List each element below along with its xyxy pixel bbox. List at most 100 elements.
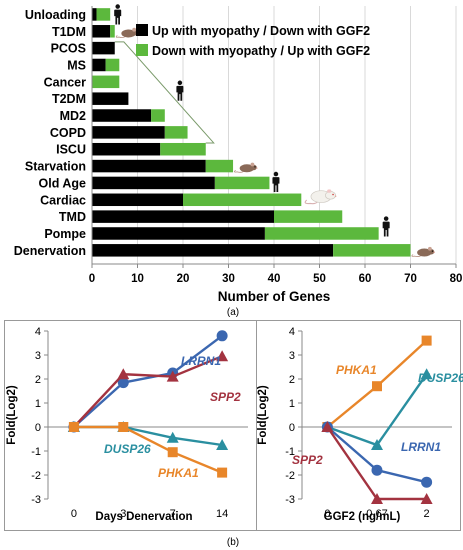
bar-pompe-down [264,227,379,240]
series-line-spp2 [326,426,427,501]
panel-label-b: (b) [227,537,239,548]
data-point-dusp26 [216,439,229,450]
bar-old-age-up [92,176,215,190]
left-y-axis-title: Fold(Log2) [6,385,18,445]
category-label-tmd: TMD [59,210,86,224]
category-label-md2: MD2 [60,109,86,123]
y-tick-label: -1 [285,446,295,458]
bar-md2-down [151,109,165,122]
category-label-iscu: ISCU [56,143,86,157]
y-tick-label: 3 [35,350,41,362]
x-tick-label: 3 [120,508,126,520]
bar-unloading-up [92,8,97,21]
data-point-spp2 [117,368,130,380]
series-label-spp2-right: SPP2 [292,453,323,467]
mouse-icon [234,162,258,173]
x-tick-label: 50 [313,273,326,285]
bar-copd-down [164,126,188,139]
category-label-t1dm: T1DM [52,25,86,39]
mouse-icon [115,27,140,38]
bar-iscu-down [160,142,206,156]
bar-tmd-down [274,210,343,223]
bar-pcos-up [92,41,115,55]
x-tick-label: 0 [71,508,77,520]
bar-t1dm-down [110,25,115,38]
bar-t1dm-up [92,25,111,38]
series-labels-right: PHKA1 DUSP26 LRRN1 SPP2 [292,363,463,467]
bar-cardiac-down [183,193,302,207]
bar-tmd-up [92,210,274,223]
bar-md2-up [92,109,152,122]
y-tick-label: 2 [35,374,41,386]
x-tick-label: 20 [177,273,190,285]
x-tick-label: 0 [324,508,330,520]
y-tick-label: -2 [31,470,41,482]
series-label-phka1-left: PHKA1 [158,466,199,480]
x-tick-label: 0.67 [366,508,387,520]
bar-denervation-down [333,244,411,257]
category-label-denervation: Denervation [14,244,86,258]
data-point-phka1 [167,447,178,458]
left-x-axis-title: Days Denervation [95,511,192,523]
series-label-spp2-left: SPP2 [210,390,241,404]
x-tick-label: 60 [359,273,372,285]
bar-iscu-up [92,142,161,156]
legend-swatch-up [136,24,148,36]
data-point-spp2 [166,370,179,382]
data-point-lrrn1 [371,464,383,476]
annotation-connector-line [114,41,215,144]
series-labels-left: LRRN1 SPP2 DUSP26 PHKA1 [104,354,241,480]
x-axis-title: Number of Genes [218,289,331,304]
bar-pompe-up [92,227,265,240]
x-tick-label: 30 [222,273,235,285]
y-tick-label: 3 [289,350,295,362]
human-silhouette-icon [382,216,390,237]
y-tick-label: -2 [285,470,295,482]
series-label-lrrn1-left: LRRN1 [181,354,221,368]
series-line-spp2 [73,355,223,428]
x-tick-label: 7 [170,508,176,520]
x-tick-label: 80 [450,273,463,285]
bar-copd-up [92,126,165,139]
y-tick-label: 1 [35,398,41,410]
y-tick-label: 1 [289,398,295,410]
panel-label-a: (a) [227,307,239,318]
panel-b-line-charts: 4 3 2 1 0 -1 -2 -3 0 3 7 14 4 3 2 1 0 -1 -2 -3 0 0.67 2 Days … [4,320,463,548]
category-label-cardiac: Cardiac [40,193,86,207]
category-label-unloading: Unloading [25,8,86,22]
category-label-ms: MS [67,58,86,72]
category-label-pompe: Pompe [44,227,86,241]
y-tick-label: 2 [289,374,295,386]
human-silhouette-icon [114,4,122,25]
data-point-lrrn1 [216,330,228,342]
data-point-spp2 [321,421,334,432]
series-label-lrrn1-right: LRRN1 [401,440,441,454]
x-tick-label: 14 [216,508,228,520]
data-point-spp2 [371,493,383,504]
y-tick-label: 4 [289,326,295,338]
bar-ms-down [105,58,120,72]
human-silhouette-icon [176,80,184,101]
category-label-pcos: PCOS [51,42,86,56]
bar-t2dm-up [92,92,129,105]
data-point-dusp26 [371,439,383,450]
data-point-phka1 [217,467,228,478]
data-point-dusp26 [166,431,179,443]
series-label-dusp26-left: DUSP26 [104,442,151,456]
x-tick-label: 10 [131,273,144,285]
bar-ms-up [92,58,106,72]
legend-label-up: Up with myopathy / Down with GGF2 [152,24,370,38]
y-tick-label: -1 [31,446,41,458]
x-tick-label: 0 [89,273,95,285]
data-point-phka1 [421,335,432,346]
data-point-lrrn1 [421,476,433,488]
bar-cancer-down [92,75,120,89]
y-tick-label: -3 [31,494,41,506]
legend-swatch-down [136,44,148,56]
data-point-phka1 [118,422,129,432]
series-line-phka1 [73,425,223,474]
data-point-phka1 [372,381,382,392]
category-label-old-age: Old Age [39,176,87,190]
mouse-icon [411,246,436,257]
right-x-axis-title: GGF2 (ng/mL) [324,511,401,523]
